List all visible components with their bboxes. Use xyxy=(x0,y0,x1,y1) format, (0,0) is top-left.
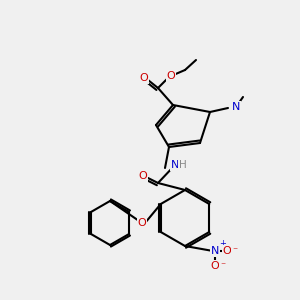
Text: O: O xyxy=(139,171,147,181)
Text: O: O xyxy=(140,73,148,83)
Text: N: N xyxy=(171,160,179,170)
Text: ⁻: ⁻ xyxy=(232,246,238,256)
Text: N: N xyxy=(232,102,240,112)
Text: O: O xyxy=(138,218,146,228)
Text: O: O xyxy=(223,246,231,256)
Text: ⁻: ⁻ xyxy=(220,261,226,271)
Text: O: O xyxy=(211,261,219,271)
Text: N: N xyxy=(211,246,219,256)
Text: +: + xyxy=(220,239,226,248)
Text: O: O xyxy=(167,71,176,81)
Text: H: H xyxy=(179,160,187,170)
